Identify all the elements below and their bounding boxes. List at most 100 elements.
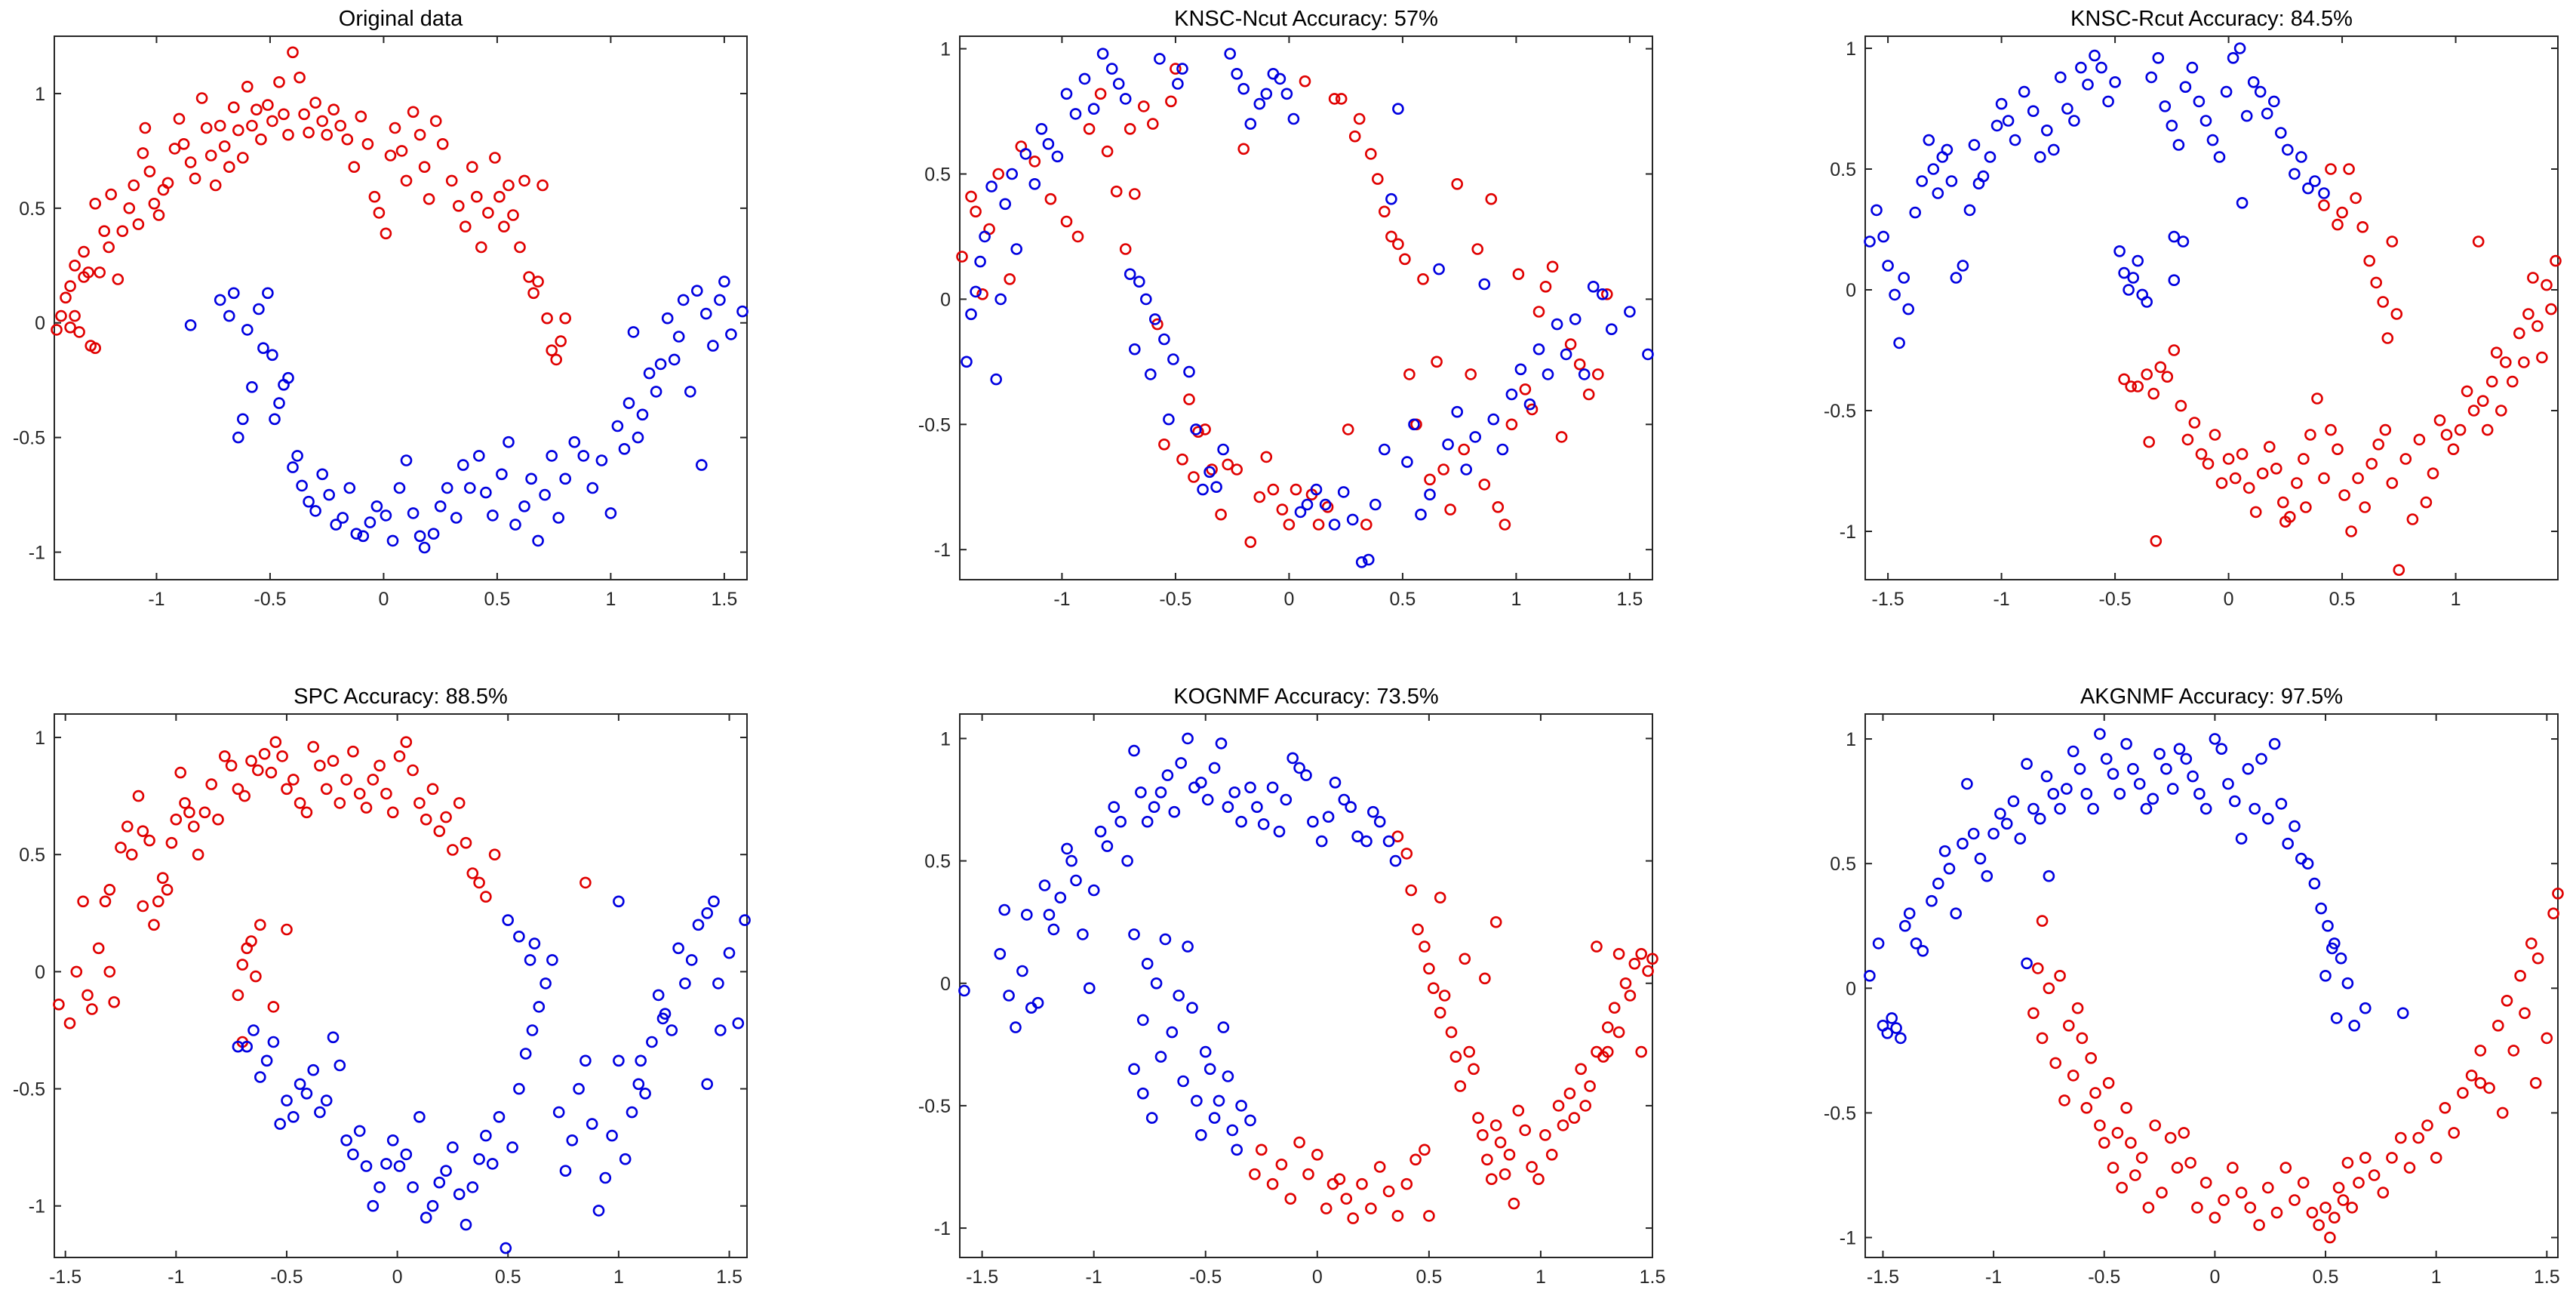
data-point [2289,168,2301,180]
data-point [2063,1020,2075,1032]
data-point [1137,1087,1149,1100]
data-point [1004,272,1016,285]
data-point [1458,443,1470,456]
data-point [2313,1219,2325,1231]
x-tick-label: 1 [2431,1267,2442,1288]
data-point [632,431,644,444]
data-point [94,266,106,279]
data-point [423,192,435,205]
data-point [347,1148,359,1161]
y-tick-label: 0 [1846,978,1856,999]
data-point [1337,486,1350,498]
data-point [1471,243,1483,255]
data-point [566,1134,579,1147]
data-point [2009,134,2021,146]
data-point [1459,953,1471,965]
data-point [1141,958,1154,970]
x-tick-label: -1 [1086,1267,1102,1288]
data-point [373,759,386,772]
data-point [736,305,749,318]
data-point [1932,187,1944,199]
data-point [1977,170,1990,183]
data-point [2368,1169,2381,1181]
data-point [274,1118,287,1130]
data-point [509,519,521,531]
data-point [1573,358,1586,371]
data-point [1864,235,1876,248]
data-point [137,147,149,159]
data-point [2061,103,2073,115]
data-point [2381,332,2394,344]
data-point [1608,1002,1621,1014]
data-point [1094,88,1107,100]
data-point [1591,940,1603,953]
data-point [1385,230,1397,243]
data-point [1159,933,1172,946]
data-point [393,1160,406,1172]
data-point [2054,970,2066,982]
data-point [2247,76,2260,88]
data-point [350,528,363,540]
data-point [2140,802,2153,815]
data-point [1373,815,1386,828]
data-point [187,820,200,833]
data-point [1454,1080,1467,1092]
data-point [2500,356,2512,368]
data-point [1287,112,1300,125]
data-point [103,884,116,896]
data-point [1864,970,1876,982]
data-point [2036,915,2049,927]
data-point [2249,506,2262,519]
data-point [498,220,510,233]
data-point [1532,343,1545,356]
data-point [958,984,970,997]
x-tick-label: -1 [1985,1267,2002,1288]
data-point [323,488,336,501]
data-point [420,1211,432,1224]
data-point [2490,346,2503,359]
data-point [348,161,361,173]
data-point [253,303,265,315]
data-point [480,486,492,499]
data-point [353,787,366,800]
data-point [281,923,293,936]
data-point [1077,928,1089,940]
data-point [2262,812,2274,825]
data-point [2229,795,2241,808]
data-point [209,179,222,192]
data-point [173,112,186,125]
data-point [152,209,165,221]
data-point [1312,519,1325,531]
data-point [2177,235,2190,248]
data-point [1389,854,1402,867]
data-point [2199,115,2212,127]
data-point [198,806,211,819]
data-point [441,482,453,494]
data-point [1215,508,1227,521]
data-point [255,133,267,146]
data-point [1382,835,1395,848]
data-point [327,103,340,115]
data-point [262,287,274,300]
data-point [1003,990,1015,1002]
data-point [2518,356,2530,368]
data-point [1326,1177,1339,1190]
data-point [2209,1211,2221,1224]
y-tick-label: -1 [1840,1228,1856,1249]
data-point [1166,1026,1179,1039]
data-point [2191,1202,2203,1214]
data-point [2235,1187,2248,1199]
data-point [1382,1185,1395,1198]
data-point [1405,884,1417,897]
data-point [1974,852,1987,865]
data-point [472,450,485,462]
data-point [1274,72,1286,85]
data-point [559,1165,572,1177]
data-point [1489,916,1502,928]
data-point [400,174,413,187]
data-point [307,740,320,753]
data-point [2343,163,2355,175]
data-point [1300,769,1312,781]
x-tick-label: 0.5 [2313,1267,2339,1288]
data-point [2370,276,2382,289]
